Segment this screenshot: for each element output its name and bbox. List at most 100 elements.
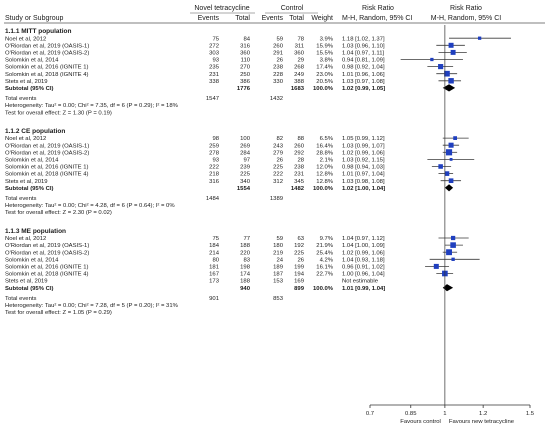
events-control: 26 — [276, 158, 283, 164]
total-treatment: 239 — [240, 165, 250, 171]
total-control: 63 — [297, 236, 304, 242]
total-events-label: Total events — [5, 296, 36, 302]
study-name: Noel et al, 2012 — [5, 36, 46, 42]
study-name: Solomkin et al, 2016 (IGNITE 1) — [5, 65, 89, 71]
axis-tick-label: 0.7 — [366, 411, 374, 417]
study-ci: 1.05 [0.99, 1.12] — [342, 136, 385, 142]
total-treatment: 270 — [240, 65, 251, 71]
study-ci: 1.03 [0.97, 1.08] — [342, 79, 385, 85]
total-treatment: 83 — [243, 257, 250, 263]
study-square — [438, 64, 444, 70]
total-control: 88 — [297, 136, 304, 142]
total-treatment: 340 — [240, 179, 251, 185]
study-square — [450, 242, 456, 248]
total-events-control: 1432 — [270, 96, 283, 102]
study-ci: 1.04 [0.97, 1.12] — [342, 236, 385, 242]
study-name: Solomkin et al, 2018 (IGNITE 4) — [5, 72, 89, 78]
study-weight: 6.5% — [320, 136, 334, 142]
study-name: O'Riordan et al, 2019 (OASIS-2) — [5, 51, 89, 57]
events-control: 153 — [273, 279, 284, 285]
events-control: 222 — [273, 172, 283, 178]
events-control: 24 — [276, 257, 283, 263]
subtotal-ci: 1.01 [0.99, 1.04] — [342, 286, 385, 292]
events-treatment: 167 — [209, 272, 219, 278]
total-treatment: 84 — [243, 36, 250, 42]
total-treatment: 100 — [240, 136, 251, 142]
subtotal-total-treatment: 1776 — [237, 86, 251, 92]
events-treatment: 218 — [209, 172, 220, 178]
total-treatment: 188 — [240, 279, 251, 285]
total-control: 388 — [294, 79, 305, 85]
events-treatment: 184 — [209, 243, 220, 249]
study-ci: 1.18 [1.02, 1.37] — [342, 36, 385, 42]
study-ci: 1.04 [0.93, 1.18] — [342, 257, 385, 263]
total-treatment: 110 — [241, 58, 251, 64]
total-control: 260 — [294, 143, 305, 149]
total-treatment: 269 — [240, 143, 250, 149]
subtotal-total-control: 899 — [294, 286, 305, 292]
study-square — [444, 70, 450, 77]
total-control: 192 — [294, 243, 304, 249]
study-square — [433, 263, 439, 269]
total-treatment: 250 — [240, 72, 251, 78]
events-treatment: 98 — [212, 136, 219, 142]
total-treatment: 198 — [240, 265, 251, 271]
total-control: 29 — [297, 58, 304, 64]
axis-left-label: Favours control — [400, 419, 441, 425]
total-treatment: 188 — [240, 243, 251, 249]
events-control: 312 — [273, 179, 283, 185]
study-ci: 1.03 [0.92, 1.15] — [342, 158, 385, 164]
total-control: 268 — [294, 65, 305, 71]
study-ci: 1.00 [0.96, 1.04] — [342, 272, 385, 278]
study-square — [430, 57, 434, 62]
study-weight: 12.0% — [316, 165, 333, 171]
events-treatment: 272 — [209, 43, 219, 49]
events-control: 219 — [273, 250, 283, 256]
events-control: 238 — [273, 65, 284, 71]
total-treatment: 77 — [243, 236, 250, 242]
x-axis: 0.7 0.85 1 1.2 1.5 Favours control Favours new… — [366, 25, 535, 425]
header-method: M-H, Random, 95% CI — [342, 15, 412, 22]
events-control: 279 — [273, 150, 283, 156]
study-name: Stets et al, 2019 — [5, 279, 48, 285]
study-weight: 9.7% — [320, 236, 334, 242]
study-square — [448, 78, 454, 84]
events-treatment: 75 — [212, 36, 219, 42]
study-square — [448, 142, 454, 148]
study-weight: 12.8% — [316, 172, 333, 178]
study-name: Solomkin et al, 2014 — [5, 158, 59, 164]
study-ci: Not estimable — [342, 279, 379, 285]
study-ci: 0.98 [0.94, 1.03] — [342, 165, 385, 171]
study-name: O'Riordan et al, 2019 (OASIS-1) — [5, 143, 89, 149]
section-title: 1.1.2 CE population — [5, 128, 65, 135]
header-rr1: Risk Ratio — [362, 5, 394, 12]
events-control: 228 — [273, 72, 284, 78]
study-square — [438, 164, 443, 169]
study-weight: 3.8% — [320, 58, 334, 64]
total-control: 199 — [294, 265, 304, 271]
events-control: 291 — [273, 51, 283, 57]
table-header: Novel tetracycline Control Risk Ratio Ri… — [4, 5, 545, 24]
subtotal-weight: 100.0% — [313, 286, 334, 292]
header-group2: Control — [281, 5, 304, 12]
study-ci: 1.02 [0.99, 1.06] — [342, 150, 385, 156]
study-name: Stets et al, 2019 — [5, 79, 48, 85]
section-title: 1.1.3 ME population — [5, 228, 66, 235]
study-name: Noel et al, 2012 — [5, 236, 46, 242]
study-ci: 1.01 [0.96, 1.06] — [342, 72, 385, 78]
total-events-treatment: 901 — [209, 296, 219, 302]
events-treatment: 222 — [209, 165, 219, 171]
study-weight: 12.8% — [316, 179, 333, 185]
study-weight: 3.9% — [320, 36, 334, 42]
study-name: Solomkin et al, 2014 — [5, 58, 59, 64]
total-control: 225 — [294, 250, 305, 256]
events-treatment: 80 — [212, 257, 219, 263]
events-control: 82 — [276, 136, 283, 142]
study-name: Solomkin et al, 2018 (IGNITE 4) — [5, 172, 89, 178]
header-events1: Events — [198, 15, 220, 22]
study-name: O'Riordan et al, 2019 (OASIS-2) — [5, 250, 89, 256]
study-ci: 1.02 [0.99, 1.06] — [342, 250, 385, 256]
subtotal-weight: 100.0% — [313, 86, 334, 92]
study-square — [448, 42, 454, 48]
